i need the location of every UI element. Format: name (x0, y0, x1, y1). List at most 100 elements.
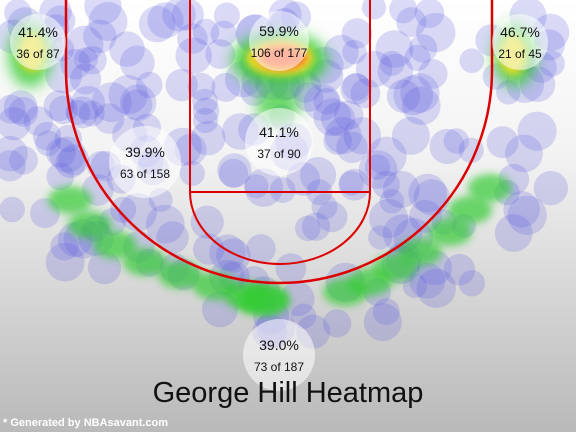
heat-spot (448, 196, 492, 224)
heat-dot (192, 18, 220, 46)
paint-box (189, 0, 371, 193)
heat-dot (458, 270, 486, 297)
heat-spot (323, 278, 367, 306)
heat-dot (88, 2, 128, 41)
heat-dot (334, 100, 364, 130)
heat-dot (119, 45, 155, 81)
heat-dot (93, 103, 125, 134)
heat-spot (68, 211, 112, 239)
heat-dot (339, 170, 364, 196)
heat-dot (122, 89, 153, 120)
heat-dot (49, 136, 86, 173)
heat-dot (275, 253, 307, 284)
zone-marker-left-corner-three: 41.4% 36 of 87 (10, 14, 66, 70)
zone-count-label: 21 of 45 (498, 47, 542, 61)
zone-circle (249, 11, 309, 71)
heat-dot (300, 157, 337, 194)
heat-dot (110, 196, 137, 223)
heat-dot (372, 298, 400, 326)
heat-dot (361, 0, 386, 20)
heat-dot (109, 31, 145, 67)
heat-dot (213, 2, 240, 29)
heat-dot (74, 47, 98, 72)
heat-dot (393, 75, 434, 116)
heat-dot (70, 85, 106, 121)
heat-dot (218, 158, 249, 188)
heat-dot (338, 168, 371, 201)
zone-count-label: 63 of 158 (120, 167, 170, 181)
heat-dot (311, 193, 338, 220)
heat-dot (119, 84, 157, 121)
heat-dot (49, 95, 78, 125)
heat-dot (400, 73, 440, 113)
heat-dot (429, 128, 465, 165)
heat-dot (386, 79, 421, 113)
heat-dot (187, 72, 216, 101)
heat-dot (45, 242, 85, 282)
heat-spot (48, 186, 92, 214)
heat-dot (70, 63, 102, 95)
heat-dot (358, 150, 398, 189)
heat-dot (216, 238, 251, 273)
footer-note: * Generated by NBAsavant.com (3, 417, 169, 429)
heat-dot (32, 121, 62, 151)
heat-dot (408, 34, 438, 63)
three-point-line (64, 0, 494, 285)
heat-dot (402, 273, 428, 299)
heat-dot (389, 0, 418, 24)
heat-dot (343, 117, 381, 155)
heat-dot (156, 221, 189, 254)
heat-dot (342, 39, 367, 65)
heat-dot (179, 160, 205, 186)
heat-dot (301, 212, 331, 241)
heat-dot (375, 30, 414, 69)
heat-dot (136, 71, 163, 99)
heat-dot (269, 177, 296, 204)
zone-pct-label: 39.0% (259, 337, 299, 353)
zone-marker-left-mid-range: 39.9% 63 of 158 (109, 126, 181, 198)
heat-dot (369, 198, 409, 239)
heat-dot (65, 25, 104, 64)
heat-dot (66, 96, 99, 129)
heat-dot (0, 196, 25, 223)
zone-circle (109, 126, 181, 198)
heat-dot (413, 179, 450, 216)
heat-dot (340, 73, 372, 105)
zone-pct-label: 41.1% (259, 124, 299, 140)
heat-dot (165, 68, 198, 102)
heat-dot (290, 303, 317, 329)
heat-dot (367, 136, 407, 176)
heat-spot (93, 231, 137, 259)
heat-dot (205, 39, 236, 69)
heat-dot (313, 88, 340, 115)
heat-dot (78, 100, 105, 127)
heat-dot (402, 86, 441, 126)
heat-dot (211, 72, 241, 102)
court-lines (64, 0, 494, 285)
zone-marker-restricted-area: 59.9% 106 of 177 (249, 11, 309, 71)
heat-dot (341, 18, 373, 49)
zone-circle (243, 319, 315, 391)
heat-dot (108, 75, 148, 115)
zone-count-label: 36 of 87 (16, 47, 60, 61)
heat-dot (45, 56, 83, 94)
zone-pct-label: 46.7% (500, 24, 540, 40)
heat-spot (158, 261, 202, 289)
heat-dot (396, 7, 427, 38)
heat-dot (0, 135, 28, 172)
heat-dot (0, 150, 26, 182)
heat-dot (533, 170, 568, 206)
heat-dot (363, 303, 402, 342)
heat-dot (443, 128, 469, 154)
heat-dot (321, 101, 356, 136)
heat-dot (350, 78, 381, 109)
zone-count-label: 37 of 90 (257, 147, 301, 161)
heat-dot (416, 268, 456, 308)
heat-dot (486, 126, 519, 159)
heat-dot (414, 0, 445, 28)
heat-dot (177, 23, 208, 54)
heat-dot (313, 98, 352, 137)
zone-circle (10, 14, 66, 70)
heat-dot (494, 214, 533, 252)
heat-dot (217, 153, 252, 188)
